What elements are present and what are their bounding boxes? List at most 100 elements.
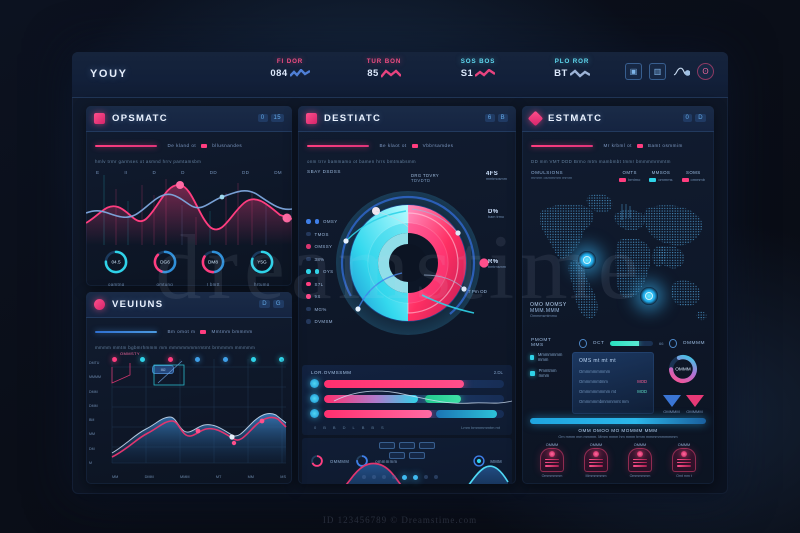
- panel-title: VEUIUNS: [112, 299, 164, 310]
- legend-item[interactable]: OYS: [306, 269, 370, 274]
- series-dot[interactable]: [251, 357, 257, 362]
- wave-chart[interactable]: [302, 458, 512, 484]
- map-legend-item[interactable]: OMTS bmtmo: [619, 170, 640, 182]
- dot[interactable]: [372, 475, 376, 479]
- donut-center-caption: DRG TDVRY TDVDTD: [411, 173, 439, 183]
- legend-item[interactable]: 9S: [306, 294, 370, 299]
- map-legend-item[interactable]: SOMS ommmb: [681, 170, 705, 182]
- gauge-item[interactable]: 04.5 oamtng: [94, 249, 138, 286]
- progress-bar[interactable]: [610, 340, 653, 346]
- badge-item[interactable]: OMMM Ommmmmm: [628, 443, 652, 478]
- gauge-item[interactable]: Y5G hrtumg: [240, 249, 284, 286]
- dot[interactable]: [434, 475, 438, 479]
- chip[interactable]: [409, 452, 425, 459]
- opsmatc-line-chart[interactable]: [86, 175, 292, 245]
- panel-badges[interactable]: 6 B: [484, 114, 508, 122]
- badge-item[interactable]: OMMM Ommmmmm: [540, 443, 564, 478]
- chip[interactable]: [419, 442, 435, 449]
- triangle-indicator[interactable]: OMMMM: [685, 395, 704, 414]
- veuiuns-chart-area[interactable]: OMMSTY IIIJ: [86, 351, 292, 479]
- legend-item[interactable]: OMSY: [306, 219, 370, 224]
- legend-item[interactable]: DVMSM: [306, 319, 370, 324]
- activity-icon[interactable]: [673, 63, 690, 80]
- dot[interactable]: [362, 475, 366, 479]
- kpi-item[interactable]: PLO ROR BT: [539, 58, 605, 79]
- donut-callout[interactable]: 7 Pm OD: [468, 289, 487, 294]
- info-row: Ommmmmmmm mt MOD: [579, 389, 647, 394]
- badge-dot-icon: [637, 451, 643, 457]
- kpi-number: 85: [367, 68, 379, 79]
- badge-dot-icon: [681, 451, 687, 457]
- dot[interactable]: [382, 475, 386, 479]
- series-dot[interactable]: [139, 357, 145, 362]
- badge-item[interactable]: OMMM Omt mm t: [672, 443, 696, 478]
- series-dot[interactable]: [278, 357, 284, 362]
- series-dot[interactable]: [167, 357, 173, 362]
- donut-callout[interactable]: 4FS mmtmosmm: [486, 171, 507, 181]
- dot[interactable]: [424, 475, 428, 479]
- panel-badges[interactable]: 0 D: [682, 114, 706, 122]
- legend-item[interactable]: OMSSY: [306, 244, 370, 249]
- legend-dot: [306, 281, 311, 287]
- kpi-number: BT: [554, 68, 568, 79]
- progress-track[interactable]: [324, 379, 504, 388]
- panel-badges[interactable]: 0 15: [257, 114, 284, 122]
- map-marker[interactable]: [577, 250, 596, 269]
- bars-title: LOR.OVMSSMM: [311, 370, 352, 375]
- profile-icon[interactable]: ʘ: [697, 63, 714, 80]
- wave-right-control[interactable]: MMM: [472, 454, 502, 468]
- check-item[interactable]: Mmmmmmm mmm: [530, 352, 566, 362]
- estmatc-progress-bar[interactable]: [530, 418, 706, 424]
- badge-shape: [540, 448, 564, 472]
- progress-row[interactable]: [302, 409, 512, 418]
- gauge-label: gmtung: [156, 282, 173, 286]
- legend-item[interactable]: TMOS: [306, 232, 370, 237]
- map-marker[interactable]: [640, 287, 659, 306]
- gauge-item[interactable]: DG6 gmtung: [143, 249, 187, 286]
- dot[interactable]: [392, 475, 396, 479]
- series-dot[interactable]: [112, 357, 117, 362]
- pagination-dots[interactable]: [72, 475, 728, 480]
- legend-item[interactable]: MG%: [306, 307, 370, 312]
- chip[interactable]: [399, 442, 415, 449]
- tick: MM: [89, 432, 95, 437]
- progress-row[interactable]: [302, 379, 512, 388]
- donut-graphic[interactable]: [298, 167, 516, 363]
- tick: MMMM: [89, 375, 101, 380]
- check-item[interactable]: Pmmtmm mmm: [530, 368, 566, 378]
- legend-item[interactable]: S7L: [306, 282, 370, 287]
- donut-callout[interactable]: R% bmtrnsmm: [488, 259, 506, 269]
- battery-icon[interactable]: ▥: [649, 63, 666, 80]
- donut-callout[interactable]: D% bam trmo: [488, 209, 504, 219]
- dot-active[interactable]: [402, 475, 407, 480]
- kpi-item[interactable]: TUR BON 85: [351, 58, 417, 79]
- dot-active[interactable]: [413, 475, 418, 480]
- mini-gauge-icon[interactable]: [310, 454, 324, 468]
- camera-icon[interactable]: ▣: [625, 63, 642, 80]
- triangle-indicator[interactable]: OMMMM: [662, 395, 681, 414]
- tick: L: [352, 425, 355, 430]
- refresh-icon[interactable]: [669, 338, 677, 348]
- progress-track[interactable]: [324, 394, 504, 403]
- badge-item[interactable]: OMMM Mmmmmmm: [584, 443, 608, 478]
- panel-badges[interactable]: D G: [259, 300, 284, 308]
- legend-item[interactable]: 38%: [306, 257, 370, 262]
- chart-tooltip[interactable]: IIIJ: [152, 365, 174, 374]
- world-map[interactable]: OMO MOMSY MMM.MMM Ommmsmtmmo: [526, 184, 710, 336]
- series-dot[interactable]: [223, 357, 229, 362]
- settings-icon[interactable]: [579, 338, 587, 348]
- kpi-item[interactable]: SOS BOS S1: [445, 58, 511, 79]
- series-dot[interactable]: [195, 357, 201, 362]
- gauge-item[interactable]: DM8 I bmtt: [191, 249, 235, 286]
- donut-gauge-icon[interactable]: OMMM: [666, 352, 700, 386]
- bars-right-label: 2.DL: [493, 370, 503, 375]
- chip[interactable]: [389, 452, 405, 459]
- kpi-item[interactable]: FI DOR 084: [257, 58, 323, 79]
- progress-track[interactable]: [324, 409, 504, 418]
- veuiuns-yaxis: DMTU MMMM DMM DMM BM MM DM M: [89, 361, 101, 465]
- map-legend-item[interactable]: MMSOS ommms: [649, 170, 673, 182]
- chip[interactable]: [379, 442, 395, 449]
- mini-gauge-icon[interactable]: [355, 454, 369, 468]
- progress-row[interactable]: [302, 394, 512, 403]
- info-card[interactable]: OMS mt mt mt Ommmmmmmm Ommmmmtmm MOD Ommm…: [572, 352, 654, 414]
